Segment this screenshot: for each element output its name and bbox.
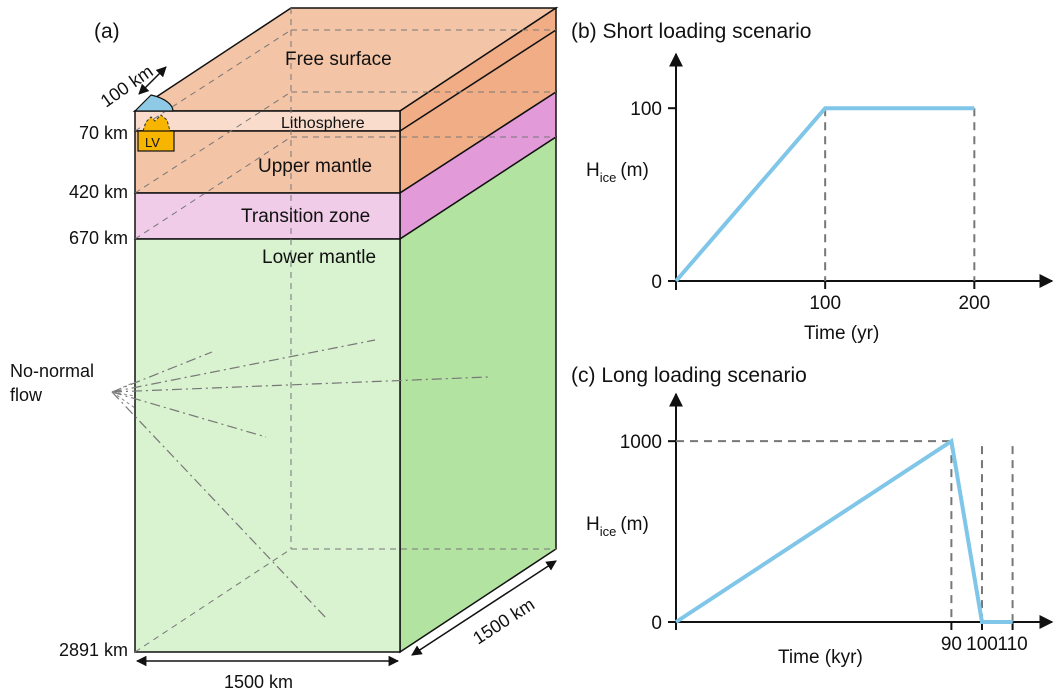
no-normal-flow-rays (111, 339, 489, 619)
depth-label-670: 670 km (69, 228, 128, 248)
chart-b-x-tick-label: 100 (809, 293, 841, 314)
free-surface-label: Free surface (285, 49, 392, 70)
panel-a-label: (a) (94, 20, 120, 43)
volcano-shape (142, 114, 171, 132)
radius-arrow (138, 66, 167, 95)
chart-long-loading: (c) Long loading scenario 90 100 11001000 … (571, 364, 1054, 668)
chart-c-y-label: Hice (m) (586, 514, 649, 539)
chart-c-x-tick-label: 100 (966, 634, 998, 655)
bc-label-line1: No-normal (10, 361, 94, 381)
volcano-label: LV (145, 135, 160, 150)
layer-label-upper-mantle: Upper mantle (258, 156, 372, 177)
hidden-edges (134, 8, 556, 653)
chart-b-x-label: Time (yr) (804, 323, 879, 344)
depth-label-2891: 2891 km (59, 640, 128, 660)
chart-b-y-label: Hice (m) (586, 160, 649, 185)
chart-c-guides (676, 440, 1014, 622)
chart-c-x-tick-label: 90 (941, 634, 962, 655)
chart-c-x-label: Time (kyr) (778, 647, 863, 668)
width-dimension-label: 1500 km (224, 672, 293, 692)
chart-c-x-tick-label: 110 (997, 634, 1027, 655)
chart-c-ticks: 90 100 110 0 1000 (620, 432, 1028, 655)
layer-label-lithosphere: Lithosphere (281, 115, 365, 132)
chart-c-y-tick-label: 1000 (620, 432, 662, 453)
chart-short-loading: (b) Short loading scenario 100 200 0 100 Ti… (571, 20, 1054, 344)
depth-dimension-arrow (411, 560, 557, 656)
no-normal-flow-fan (111, 381, 136, 409)
front-face-transition-zone (134, 192, 401, 240)
layer-label-transition-zone: Transition zone (241, 206, 370, 227)
chart-b-title: (b) Short loading scenario (571, 20, 811, 43)
depth-label-420: 420 km (69, 182, 128, 202)
chart-b-y-tick-label: 0 (651, 272, 662, 293)
chart-c-y-tick-label: 0 (651, 613, 662, 634)
panel-a-block-diagram: LV 100 km (a) Free surface Lithosphere U… (10, 6, 559, 692)
chart-b-ticks: 100 200 0 100 (630, 99, 990, 314)
front-face-upper-mantle (134, 130, 401, 194)
side-lith-line (399, 29, 557, 132)
ice-cap (133, 94, 174, 112)
depth-dimension-label: 1500 km (469, 594, 538, 648)
chart-b-series-line (674, 106, 975, 283)
chart-b-x-tick-label: 200 (958, 293, 990, 314)
chart-c-series-line (674, 437, 1013, 624)
bc-label-line2: flow (10, 385, 43, 405)
volcano-box (137, 130, 175, 152)
layer-label-lower-mantle: Lower mantle (262, 247, 376, 268)
chart-b-y-tick-label: 100 (630, 99, 662, 120)
depth-label-70: 70 km (79, 123, 128, 143)
front-face-lower-mantle (134, 238, 401, 653)
chart-c-title: (c) Long loading scenario (571, 364, 807, 387)
chart-b-guides (824, 108, 976, 281)
